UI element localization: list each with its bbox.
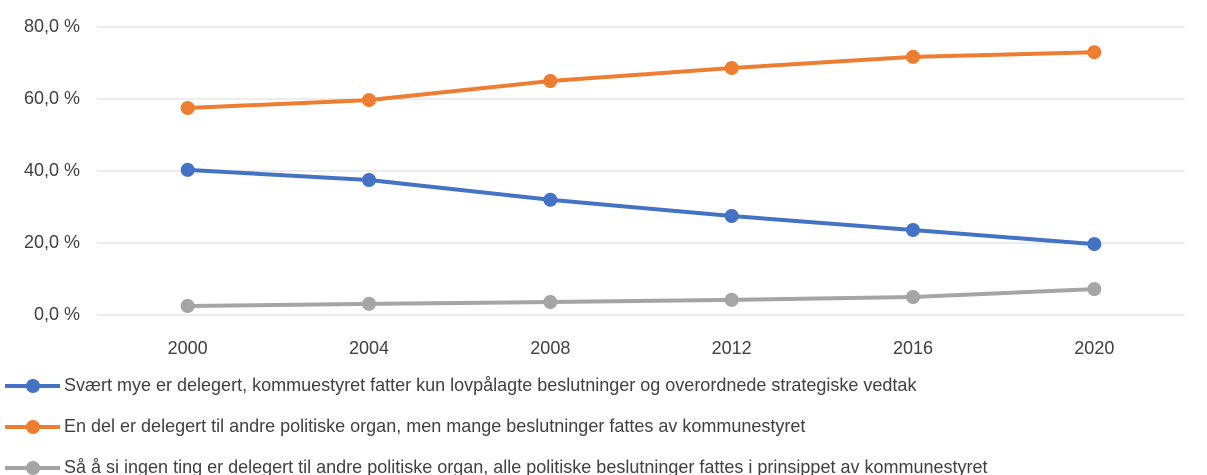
data-point	[180, 299, 195, 313]
data-point	[543, 74, 558, 88]
y-tick-label: 40,0 %	[24, 160, 80, 180]
x-tick-label: 2000	[168, 338, 208, 358]
x-tick-label: 2004	[349, 338, 389, 358]
y-tick-label: 0,0 %	[34, 304, 80, 324]
data-point	[724, 209, 739, 223]
series-line	[187, 287, 1095, 308]
y-tick-label: 60,0 %	[24, 88, 80, 108]
data-point	[543, 295, 558, 310]
x-tick-label: 2020	[1074, 338, 1114, 358]
legend-marker	[26, 420, 40, 434]
y-tick-label: 20,0 %	[24, 232, 80, 252]
data-point	[1087, 45, 1102, 60]
series-line	[187, 167, 1095, 247]
legend-marker	[26, 461, 40, 475]
legend-label: Så å si ingen ting er delegert til andre…	[64, 457, 988, 475]
data-point	[724, 292, 739, 307]
data-point	[906, 290, 920, 304]
x-tick-label: 2016	[893, 338, 933, 358]
data-point	[362, 296, 376, 311]
data-point	[362, 173, 376, 187]
x-tick-label: 2008	[530, 338, 570, 358]
series-line	[187, 50, 1095, 110]
data-point	[362, 93, 376, 108]
legend-label: En del er delegert til andre politiske o…	[64, 416, 805, 436]
data-point	[180, 101, 195, 115]
data-point	[906, 223, 920, 238]
data-point	[1087, 282, 1102, 297]
data-point	[180, 162, 195, 177]
data-point	[906, 49, 920, 64]
y-tick-label: 80,0 %	[24, 16, 80, 36]
x-tick-label: 2012	[712, 338, 752, 358]
legend-marker	[26, 379, 40, 393]
data-point	[1087, 237, 1102, 252]
data-point	[724, 61, 739, 76]
legend-label: Svært mye er delegert, kommuestyret fatt…	[64, 375, 917, 395]
data-point	[543, 192, 558, 207]
